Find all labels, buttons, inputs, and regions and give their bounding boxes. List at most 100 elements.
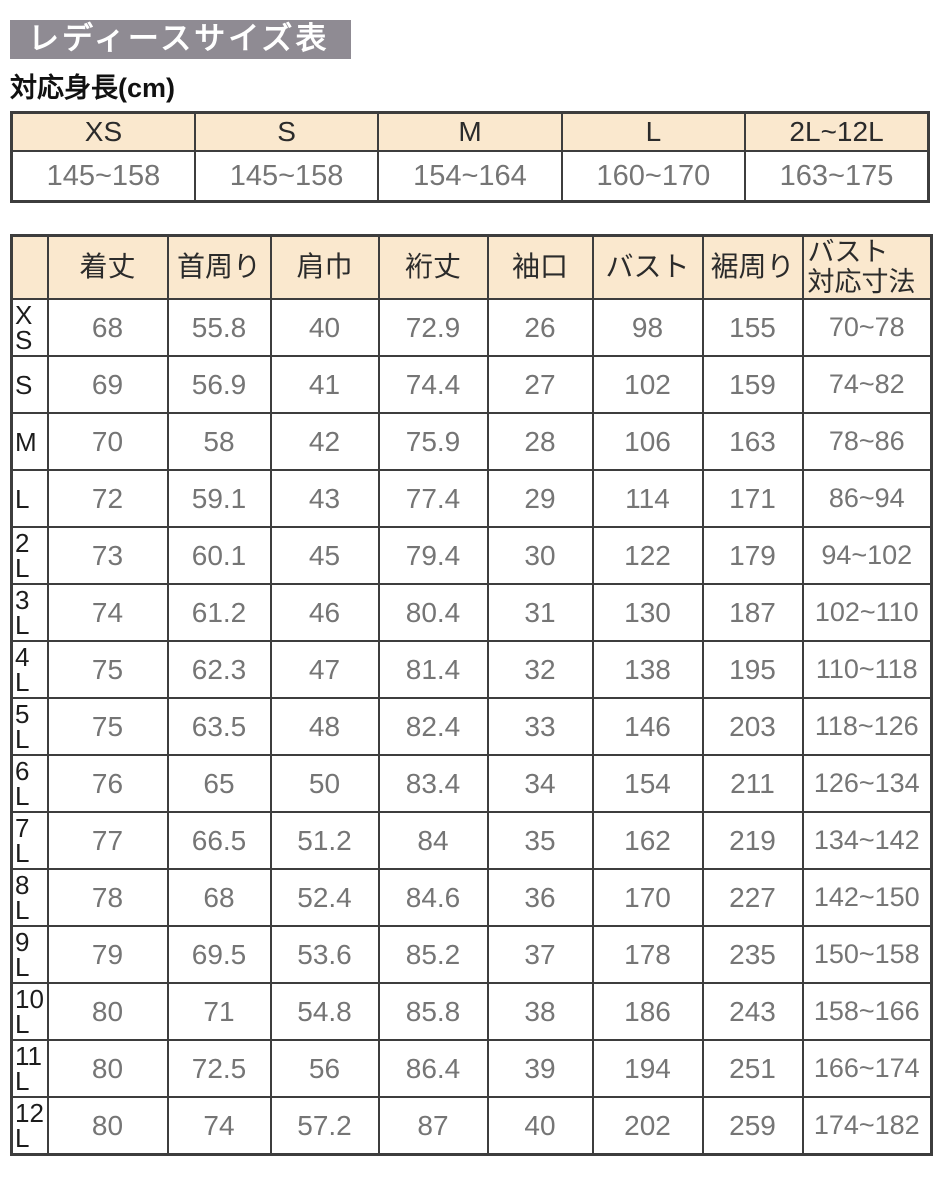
size-value-cell: 194 bbox=[591, 1039, 704, 1099]
size-table-header-row: 着丈 首周り 肩巾 裄丈 袖口 バスト 裾周り バスト 対応寸法 bbox=[10, 234, 933, 301]
size-table-row: 7 L 77 66.5 51.2 84 35 162 219 134~142 bbox=[10, 811, 933, 871]
height-table-caption: 対応身長(cm) bbox=[10, 73, 176, 103]
size-value-cell: 76 bbox=[46, 754, 169, 814]
size-value-cell: 72 bbox=[46, 469, 169, 529]
size-column-header: バスト 対応寸法 bbox=[801, 234, 933, 301]
height-range-cell: 154~164 bbox=[377, 150, 563, 203]
size-value-cell: 80.4 bbox=[377, 583, 489, 643]
size-value-cell: 42 bbox=[269, 412, 380, 472]
size-value-cell: 68 bbox=[166, 868, 272, 928]
size-value-cell: 162 bbox=[591, 811, 704, 871]
size-value-cell: 118~126 bbox=[801, 697, 933, 757]
size-table: 着丈 首周り 肩巾 裄丈 袖口 バスト 裾周り バスト 対応寸法 X S 68 55.8 40 72.… bbox=[10, 234, 933, 1156]
size-value-cell: 66.5 bbox=[166, 811, 272, 871]
size-table-row: 4 L 75 62.3 47 81.4 32 138 195 110~118 bbox=[10, 640, 933, 700]
size-value-cell: 82.4 bbox=[377, 697, 489, 757]
size-value-cell: 70~78 bbox=[801, 298, 933, 358]
size-value-cell: 155 bbox=[701, 298, 804, 358]
size-value-cell: 59.1 bbox=[166, 469, 272, 529]
size-value-cell: 39 bbox=[486, 1039, 594, 1099]
size-value-cell: 40 bbox=[486, 1096, 594, 1156]
height-size-header: 2L~12L bbox=[744, 111, 930, 152]
size-value-cell: 62.3 bbox=[166, 640, 272, 700]
size-value-cell: 56.9 bbox=[166, 355, 272, 415]
size-value-cell: 43 bbox=[269, 469, 380, 529]
size-table-row: 10 L 80 71 54.8 85.8 38 186 243 158~166 bbox=[10, 982, 933, 1042]
size-value-cell: 195 bbox=[701, 640, 804, 700]
size-value-cell: 86~94 bbox=[801, 469, 933, 529]
size-value-cell: 53.6 bbox=[269, 925, 380, 985]
size-table-row: S 69 56.9 41 74.4 27 102 159 74~82 bbox=[10, 355, 933, 415]
size-value-cell: 114 bbox=[591, 469, 704, 529]
size-value-cell: 186 bbox=[591, 982, 704, 1042]
size-value-cell: 47 bbox=[269, 640, 380, 700]
size-column-header: 肩巾 bbox=[269, 234, 380, 301]
size-value-cell: 94~102 bbox=[801, 526, 933, 586]
size-value-cell: 75.9 bbox=[377, 412, 489, 472]
size-value-cell: 102~110 bbox=[801, 583, 933, 643]
size-value-cell: 159 bbox=[701, 355, 804, 415]
size-value-cell: 126~134 bbox=[801, 754, 933, 814]
size-value-cell: 122 bbox=[591, 526, 704, 586]
size-value-cell: 80 bbox=[46, 1096, 169, 1156]
size-value-cell: 72.9 bbox=[377, 298, 489, 358]
size-column-header: バスト bbox=[591, 234, 704, 301]
size-value-cell: 74 bbox=[46, 583, 169, 643]
size-value-cell: 70 bbox=[46, 412, 169, 472]
size-row-label: M bbox=[10, 412, 49, 472]
size-table-row: 5 L 75 63.5 48 82.4 33 146 203 118~126 bbox=[10, 697, 933, 757]
size-column-header: 裾周り bbox=[701, 234, 804, 301]
size-row-label: X S bbox=[10, 298, 49, 358]
size-value-cell: 78 bbox=[46, 868, 169, 928]
size-value-cell: 81.4 bbox=[377, 640, 489, 700]
size-value-cell: 40 bbox=[269, 298, 380, 358]
size-value-cell: 138 bbox=[591, 640, 704, 700]
size-value-cell: 50 bbox=[269, 754, 380, 814]
size-value-cell: 73 bbox=[46, 526, 169, 586]
size-value-cell: 46 bbox=[269, 583, 380, 643]
size-value-cell: 32 bbox=[486, 640, 594, 700]
size-value-cell: 84.6 bbox=[377, 868, 489, 928]
size-table-row: 9 L 79 69.5 53.6 85.2 37 178 235 150~158 bbox=[10, 925, 933, 985]
size-row-label: 2 L bbox=[10, 526, 49, 586]
height-size-header: S bbox=[193, 111, 380, 152]
size-value-cell: 211 bbox=[701, 754, 804, 814]
size-column-header: 裄丈 bbox=[377, 234, 489, 301]
size-value-cell: 68 bbox=[46, 298, 169, 358]
size-value-cell: 52.4 bbox=[269, 868, 380, 928]
size-value-cell: 259 bbox=[701, 1096, 804, 1156]
size-value-cell: 166~174 bbox=[801, 1039, 933, 1099]
size-value-cell: 75 bbox=[46, 640, 169, 700]
size-value-cell: 170 bbox=[591, 868, 704, 928]
size-row-label: 4 L bbox=[10, 640, 49, 700]
size-table-row: 12 L 80 74 57.2 87 40 202 259 174~182 bbox=[10, 1096, 933, 1156]
size-value-cell: 69.5 bbox=[166, 925, 272, 985]
size-row-label: 8 L bbox=[10, 868, 49, 928]
size-row-label: 7 L bbox=[10, 811, 49, 871]
size-value-cell: 203 bbox=[701, 697, 804, 757]
size-value-cell: 98 bbox=[591, 298, 704, 358]
size-value-cell: 36 bbox=[486, 868, 594, 928]
size-row-label: 9 L bbox=[10, 925, 49, 985]
size-value-cell: 28 bbox=[486, 412, 594, 472]
size-row-label: S bbox=[10, 355, 49, 415]
size-value-cell: 171 bbox=[701, 469, 804, 529]
size-table-row: 2 L 73 60.1 45 79.4 30 122 179 94~102 bbox=[10, 526, 933, 586]
height-range-cell: 163~175 bbox=[744, 150, 930, 203]
size-value-cell: 77 bbox=[46, 811, 169, 871]
size-row-label: 10 L bbox=[10, 982, 49, 1042]
size-value-cell: 33 bbox=[486, 697, 594, 757]
height-range-cell: 145~158 bbox=[10, 150, 196, 203]
size-value-cell: 174~182 bbox=[801, 1096, 933, 1156]
size-value-cell: 77.4 bbox=[377, 469, 489, 529]
size-column-header: 袖口 bbox=[486, 234, 594, 301]
size-value-cell: 30 bbox=[486, 526, 594, 586]
size-value-cell: 58 bbox=[166, 412, 272, 472]
size-table-row: 6 L 76 65 50 83.4 34 154 211 126~134 bbox=[10, 754, 933, 814]
size-value-cell: 74.4 bbox=[377, 355, 489, 415]
height-size-header: M bbox=[377, 111, 563, 152]
size-row-label: 11 L bbox=[10, 1039, 49, 1099]
size-value-cell: 202 bbox=[591, 1096, 704, 1156]
size-value-cell: 65 bbox=[166, 754, 272, 814]
